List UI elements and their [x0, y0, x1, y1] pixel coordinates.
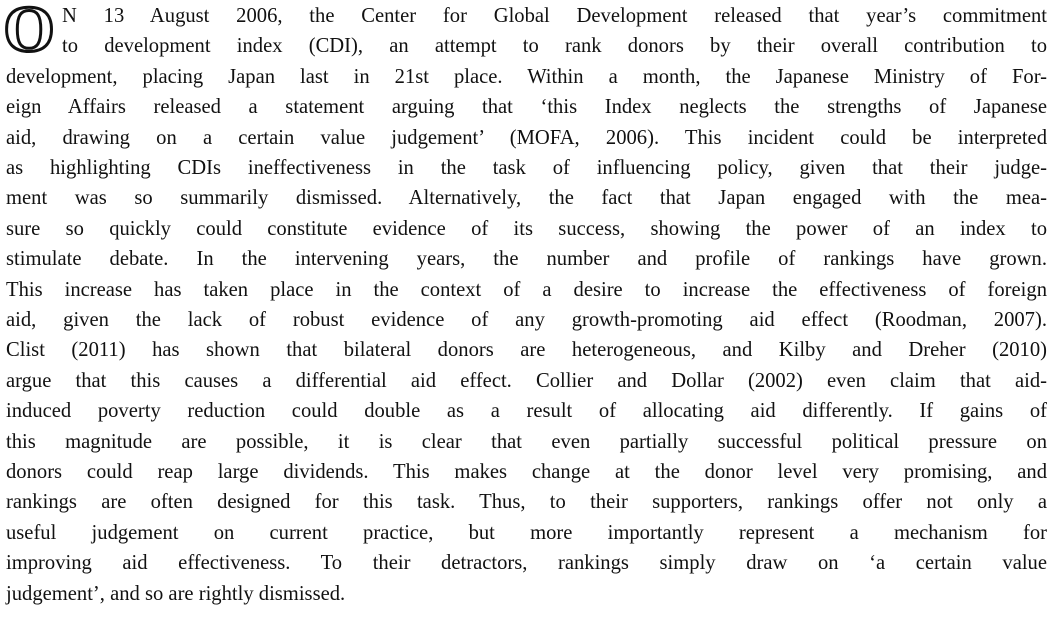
text-line: eign Affairs released a statement arguin… — [6, 92, 1047, 122]
drop-cap: O — [0, 0, 58, 58]
text-line: argue that this causes a differential ai… — [6, 366, 1047, 396]
text-line: aid, drawing on a certain value judgemen… — [6, 123, 1047, 153]
text-line: stimulate debate. In the intervening yea… — [6, 244, 1047, 274]
text-line: aid, given the lack of robust evidence o… — [6, 305, 1047, 335]
text-line: as highlighting CDIs ineffectiveness in … — [6, 153, 1047, 183]
text-line: ment was so summarily dismissed. Alterna… — [6, 183, 1047, 213]
text-line: this magnitude are possible, it is clear… — [6, 427, 1047, 457]
page: O N 13 August 2006, the Center for Globa… — [0, 0, 1053, 635]
text-line: improving aid effectiveness. To their de… — [6, 548, 1047, 578]
text-line: donors could reap large dividends. This … — [6, 457, 1047, 487]
text-line: N 13 August 2006, the Center for Global … — [62, 1, 1047, 31]
text-line: judgement’, and so are rightly dismissed… — [6, 579, 1047, 609]
text-line: sure so quickly could constitute evidenc… — [6, 214, 1047, 244]
text-line: rankings are often designed for this tas… — [6, 487, 1047, 517]
text-line: useful judgement on current practice, bu… — [6, 518, 1047, 548]
text-line: This increase has taken place in the con… — [6, 275, 1047, 305]
text-line: Clist (2011) has shown that bilateral do… — [6, 335, 1047, 365]
text-line: development, placing Japan last in 21st … — [6, 62, 1047, 92]
text-line: to development index (CDI), an attempt t… — [62, 31, 1047, 61]
text-line: induced poverty reduction could double a… — [6, 396, 1047, 426]
